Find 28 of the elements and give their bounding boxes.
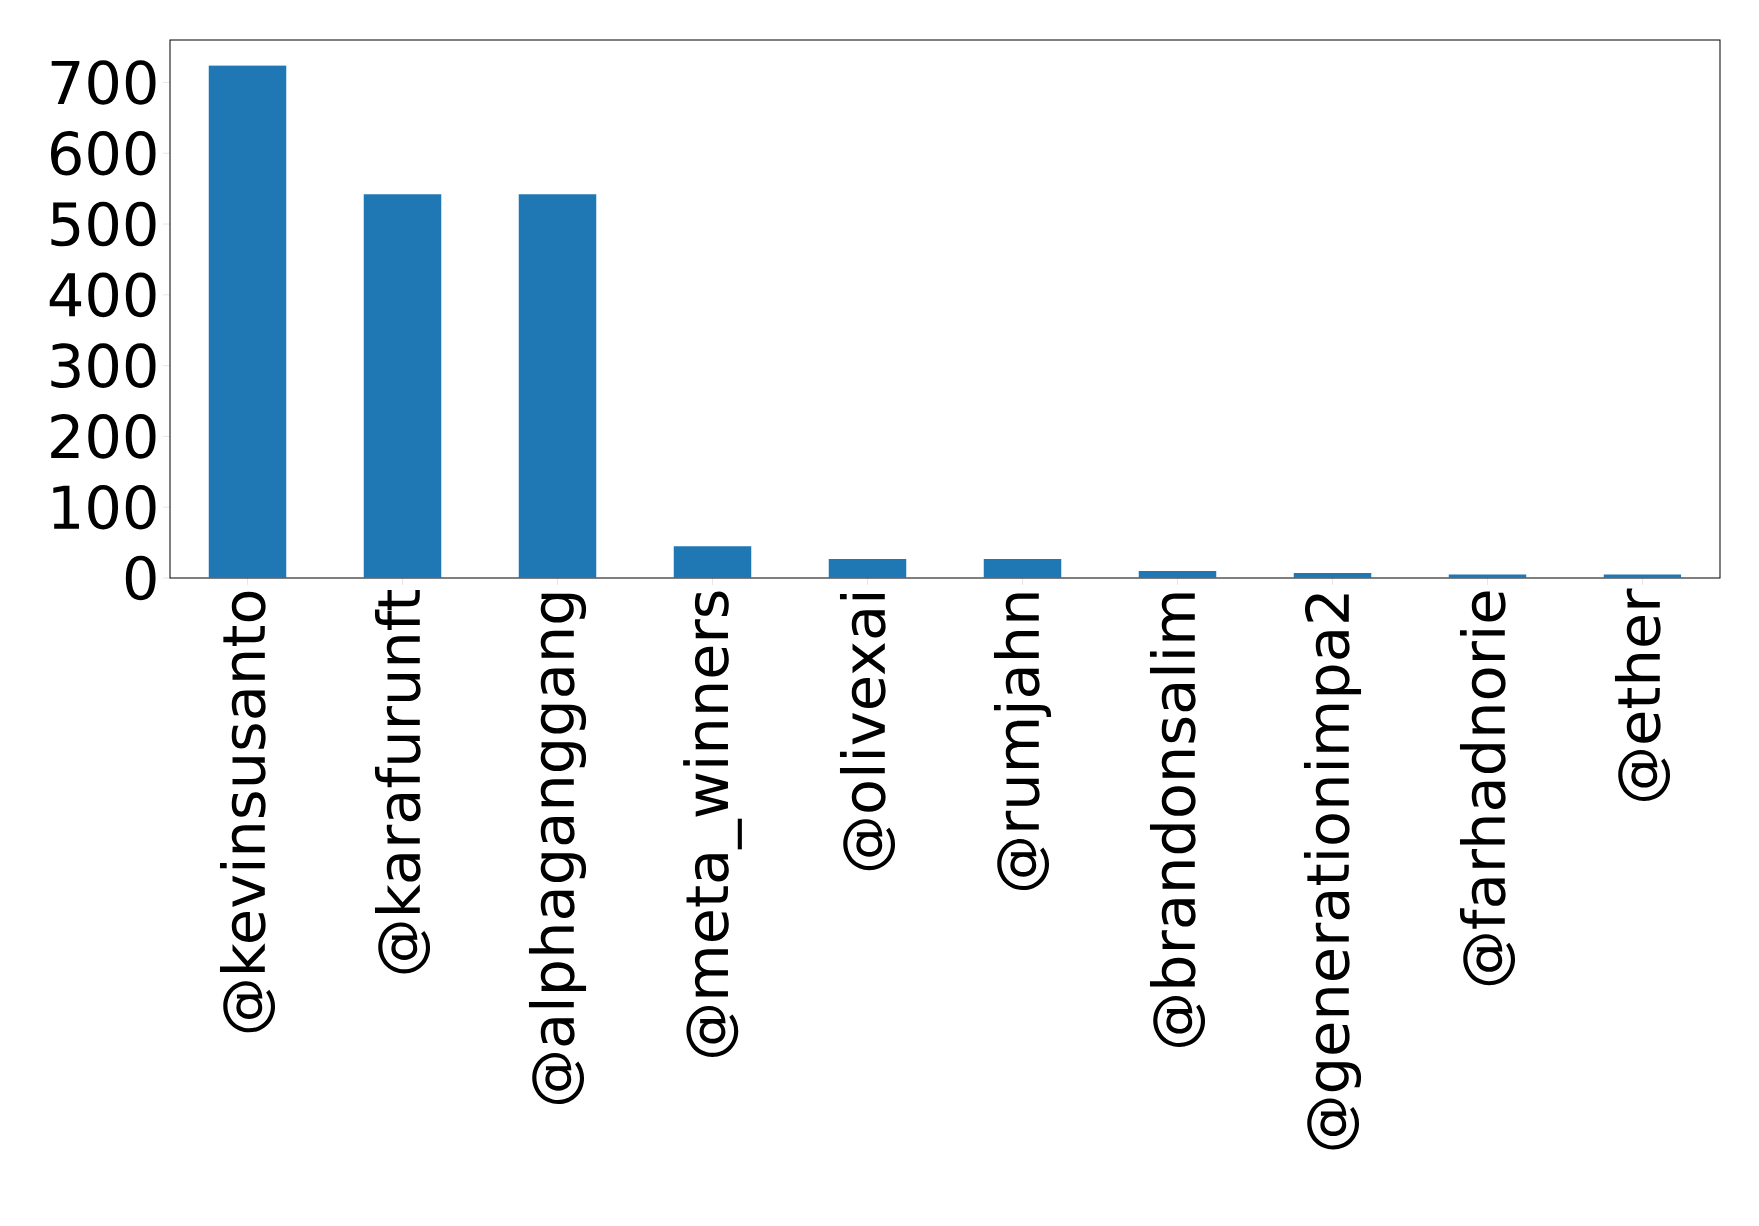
x-tick-label: @kevinsusanto bbox=[219, 591, 276, 1033]
y-tick-label: 100 bbox=[53, 484, 156, 530]
y-tick-label: 500 bbox=[51, 201, 156, 247]
x-tick-label: @generationimpa2 bbox=[1303, 594, 1362, 1150]
y-tick-label: 600 bbox=[50, 130, 156, 176]
x-tick-label: @alphaganggang bbox=[528, 593, 587, 1105]
y-tick-label: 300 bbox=[51, 343, 156, 388]
bar bbox=[828, 558, 907, 578]
bar bbox=[518, 194, 597, 578]
x-tick-label: @meta_winners bbox=[683, 591, 742, 1057]
y-tick-label: 700 bbox=[51, 60, 156, 105]
bar bbox=[673, 546, 752, 578]
bar bbox=[1603, 574, 1682, 578]
bar bbox=[983, 558, 1062, 578]
y-tick-label: 200 bbox=[51, 414, 156, 459]
x-tick-label: @farhadnorie bbox=[1459, 591, 1516, 986]
x-tick-label: @brandonsalim bbox=[1149, 593, 1206, 1047]
x-tick-label: @olivexai bbox=[839, 593, 896, 871]
y-tick-label: 400 bbox=[49, 272, 156, 318]
x-tick-label: @ether bbox=[1614, 588, 1671, 802]
bar bbox=[208, 65, 287, 578]
y-tick-label: 0 bbox=[125, 555, 156, 601]
bar bbox=[363, 194, 442, 578]
bar bbox=[1448, 574, 1527, 578]
bar bbox=[1293, 573, 1372, 578]
x-tick-label: @rumjahn bbox=[993, 593, 1052, 891]
x-tick-label: @karafurunft bbox=[374, 589, 431, 974]
bar bbox=[1138, 570, 1217, 578]
